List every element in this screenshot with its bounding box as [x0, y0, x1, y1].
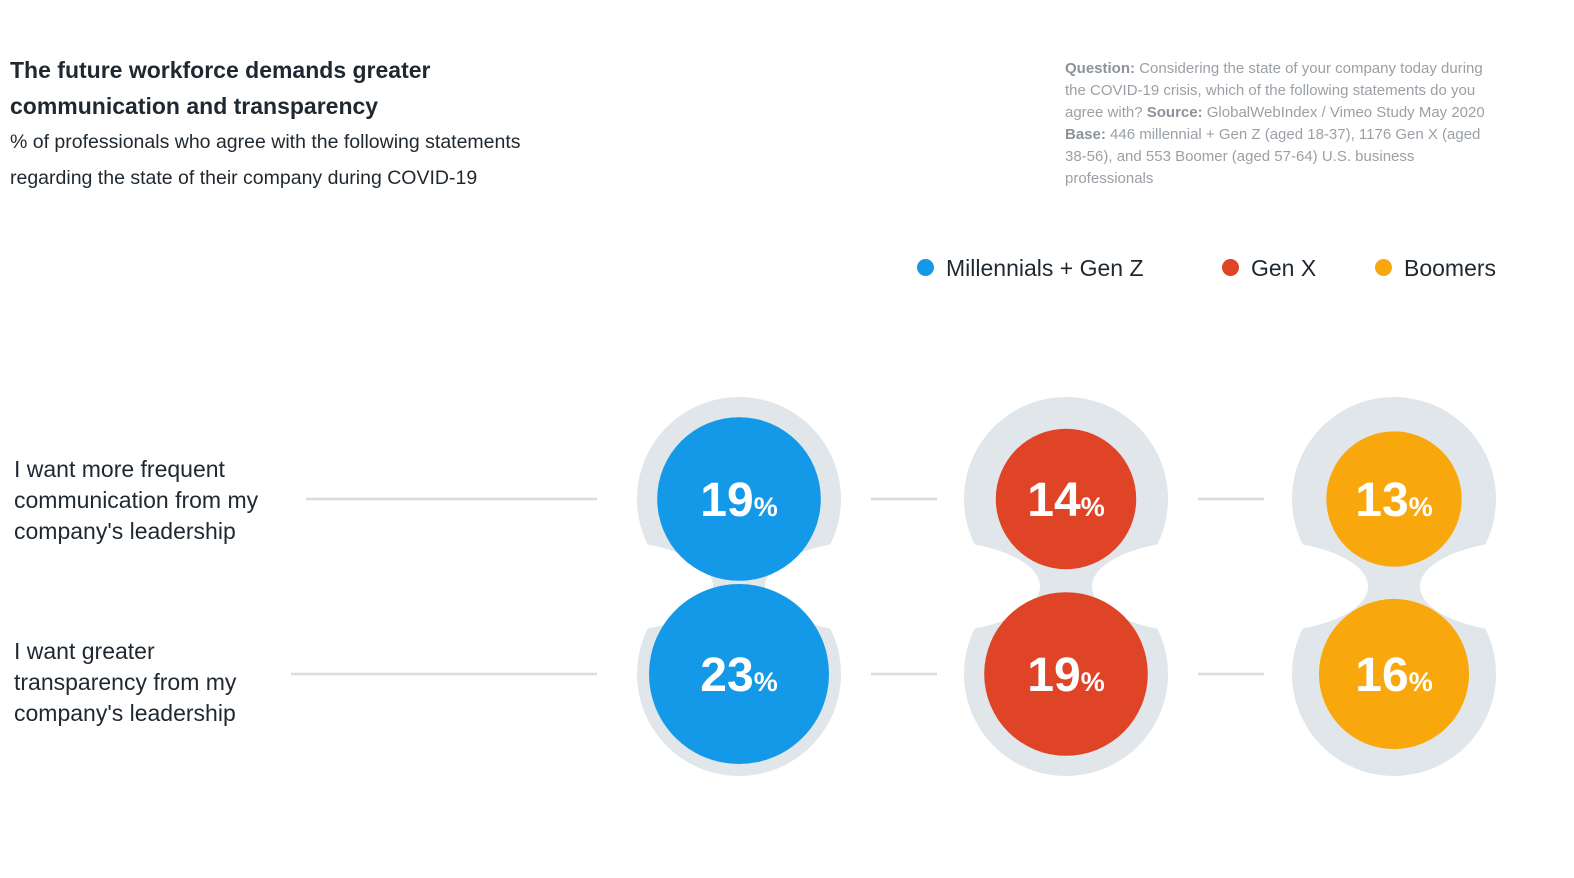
chart-title-line-1: The future workforce demands greater: [10, 57, 431, 83]
bubble-millennials-gen-z-row2: [649, 584, 829, 764]
legend-item-millennials-gen-z: Millennials + Gen Z: [917, 252, 1144, 284]
bubble-millennials-gen-z-row1-value: 19%: [700, 474, 777, 527]
row-label-transparency: I want greater transparency from my comp…: [14, 636, 304, 729]
row-label-transparency-line-3: company's leadership: [14, 700, 236, 726]
bubble-boomers-row1-value: 13%: [1355, 474, 1432, 527]
legend-label-millennials-gen-z: Millennials + Gen Z: [946, 255, 1144, 281]
bubble-boomers-row2: [1318, 598, 1470, 750]
legend-dot-boomers: [1375, 259, 1392, 277]
legend-item-gen-x: Gen X: [1222, 252, 1316, 284]
chart-subtitle-line-2: regarding the state of their company dur…: [10, 167, 478, 189]
chart-title-line-2: communication and transparency: [10, 93, 379, 119]
bubble-gen-x-row2: [984, 592, 1148, 756]
row-label-communication: I want more frequent communication from …: [14, 454, 304, 547]
bubble-boomers-row1-value-number: 13: [1355, 474, 1408, 527]
bubble-boomers-row2-value-number: 16: [1355, 649, 1408, 702]
legend-dot-millennials-gen-z: [917, 259, 934, 277]
row-label-transparency-line-1: I want greater: [14, 638, 155, 664]
chart-header: The future workforce demands greater com…: [10, 52, 630, 196]
bubble-gen-x-row2-value: 19%: [1027, 649, 1104, 702]
bubble-millennials-gen-z-row1-value-number: 19: [700, 474, 753, 527]
track-gen-x-notch-left: [820, 540, 1040, 633]
bubble-gen-x-row1: [995, 428, 1137, 570]
bubble-millennials-gen-z-row1: [657, 417, 821, 581]
legend-label-boomers: Boomers: [1404, 255, 1497, 281]
bubble-millennials-gen-z-row2-value-unit: %: [754, 667, 778, 697]
track-boomers-notch-right: [1420, 540, 1574, 633]
source-label: Source:: [1146, 104, 1203, 121]
bubble-gen-x-row2-value-number: 19: [1027, 649, 1080, 702]
bubble-gen-x-row2-value-unit: %: [1081, 667, 1105, 697]
methodology-note: Question: Considering the state of your …: [1065, 58, 1505, 190]
bubble-gen-x-row1-value-number: 14: [1027, 474, 1081, 527]
row-label-communication-line-1: I want more frequent: [14, 456, 225, 482]
question-label: Question:: [1065, 60, 1135, 77]
source-text: GlobalWebIndex / Vimeo Study May 2020: [1206, 104, 1485, 121]
bubble-millennials-gen-z-row2-value-number: 23: [700, 649, 753, 702]
bubble-boomers-row1-value-unit: %: [1409, 492, 1433, 522]
base-text: 446 millennial + Gen Z (aged 18-37), 117…: [1065, 126, 1481, 187]
question-text: Considering the state of your company to…: [1065, 60, 1483, 121]
bubble-boomers-row2-value-unit: %: [1409, 667, 1433, 697]
track-millennials-gen-z-notch-left: [493, 540, 713, 633]
legend-label-gen-x: Gen X: [1251, 255, 1317, 281]
chart-subtitle: % of professionals who agree with the fo…: [10, 124, 630, 196]
chart-subtitle-line-1: % of professionals who agree with the fo…: [10, 131, 521, 153]
chart-title: The future workforce demands greater com…: [10, 52, 630, 124]
bubble-millennials-gen-z-row2-value: 23%: [700, 649, 777, 702]
base-label: Base:: [1065, 126, 1106, 143]
bubble-gen-x-row1-value-unit: %: [1081, 492, 1105, 522]
row-label-communication-line-2: communication from my: [14, 487, 259, 513]
legend-dot-gen-x: [1222, 259, 1239, 277]
track-boomers-notch-left: [1148, 540, 1368, 633]
bubble-millennials-gen-z-row1-value-unit: %: [754, 492, 778, 522]
legend-item-boomers: Boomers: [1375, 252, 1496, 284]
row-label-transparency-line-2: transparency from my: [14, 669, 237, 695]
row-label-communication-line-3: company's leadership: [14, 518, 236, 544]
bubble-gen-x-row1-value: 14%: [1027, 474, 1104, 527]
bubble-boomers-row1: [1326, 431, 1462, 567]
bubble-boomers-row2-value: 16%: [1355, 649, 1432, 702]
